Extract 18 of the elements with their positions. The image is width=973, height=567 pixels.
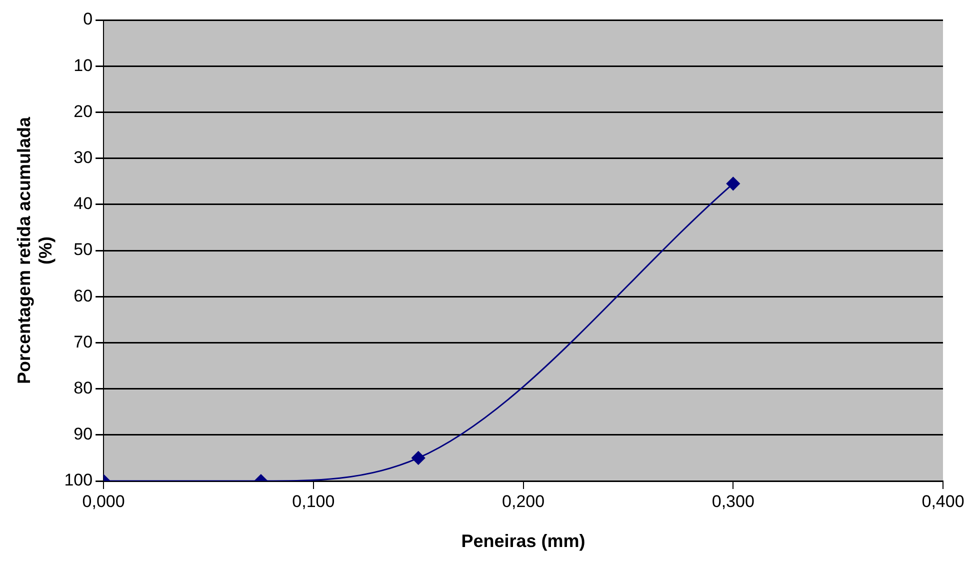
x-tick-label: 0,000 [82, 492, 125, 511]
y-tick-label: 50 [74, 240, 93, 260]
x-axis-title: Peneiras (mm) [461, 531, 586, 552]
y-tick-label: 90 [74, 424, 93, 444]
x-tick-label: 0,100 [292, 492, 335, 511]
y-tick-label: 0 [83, 10, 93, 29]
y-tick-label: 40 [74, 194, 93, 214]
y-tick-label: 30 [74, 148, 93, 167]
y-tick-label: 10 [74, 56, 93, 75]
x-tick-label: 0,400 [922, 492, 964, 511]
y-tick-label: 20 [74, 102, 93, 121]
x-tick-label: 0,200 [502, 492, 545, 511]
y-tick-label: 80 [74, 378, 93, 398]
x-tick-label: 0,300 [712, 492, 754, 511]
y-axis-title: Porcentagem retida acumulada (%) [14, 116, 56, 384]
y-tick-label: 70 [74, 332, 93, 352]
y-tick-label: 60 [74, 286, 93, 306]
y-tick-label: 100 [64, 470, 93, 490]
